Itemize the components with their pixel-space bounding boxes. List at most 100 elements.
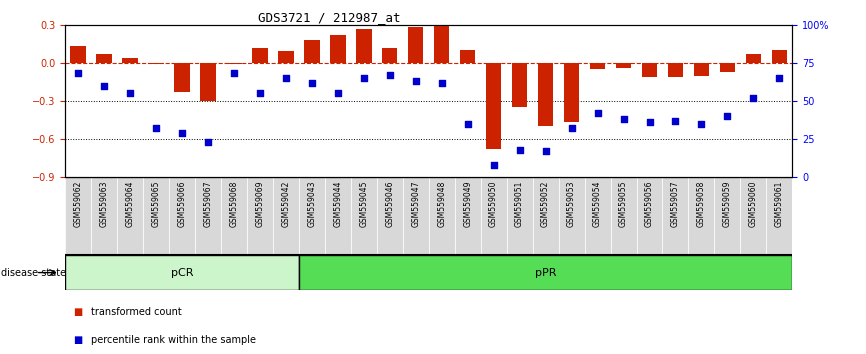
- Bar: [247, 177, 273, 255]
- Text: GSM559042: GSM559042: [281, 181, 290, 227]
- Text: percentile rank within the sample: percentile rank within the sample: [91, 335, 256, 345]
- Bar: [481, 177, 507, 255]
- Point: [253, 90, 267, 96]
- Bar: [408, 27, 423, 63]
- Point: [565, 125, 578, 131]
- Text: GSM559057: GSM559057: [671, 181, 680, 227]
- Point: [746, 95, 760, 101]
- Text: GSM559052: GSM559052: [541, 181, 550, 227]
- Bar: [304, 40, 320, 63]
- Bar: [512, 63, 527, 107]
- Text: ■: ■: [74, 307, 83, 316]
- Point: [305, 80, 319, 85]
- Bar: [117, 177, 143, 255]
- Bar: [169, 177, 195, 255]
- Point: [617, 116, 630, 122]
- Bar: [226, 63, 242, 64]
- Text: GSM559049: GSM559049: [463, 181, 472, 227]
- Point: [71, 71, 85, 76]
- Bar: [221, 177, 247, 255]
- Point: [772, 75, 786, 81]
- Bar: [377, 177, 403, 255]
- Bar: [590, 63, 605, 69]
- Bar: [70, 46, 86, 63]
- Point: [487, 162, 501, 168]
- Bar: [538, 63, 553, 126]
- Bar: [91, 177, 117, 255]
- Bar: [325, 177, 351, 255]
- Bar: [330, 35, 346, 63]
- Point: [383, 72, 397, 78]
- Text: GSM559054: GSM559054: [593, 181, 602, 227]
- Point: [123, 90, 137, 96]
- Point: [201, 139, 215, 145]
- Text: GSM559066: GSM559066: [178, 181, 186, 227]
- Bar: [195, 177, 221, 255]
- Point: [513, 147, 527, 153]
- Text: GSM559046: GSM559046: [385, 181, 394, 227]
- Bar: [616, 63, 631, 68]
- Bar: [174, 63, 190, 92]
- Point: [97, 83, 111, 88]
- Point: [357, 75, 371, 81]
- Bar: [273, 177, 299, 255]
- Bar: [533, 177, 559, 255]
- Point: [591, 110, 604, 116]
- Bar: [65, 177, 91, 255]
- Text: GSM559058: GSM559058: [697, 181, 706, 227]
- Bar: [351, 177, 377, 255]
- Text: GSM559061: GSM559061: [775, 181, 784, 227]
- Bar: [278, 51, 294, 63]
- Text: GSM559063: GSM559063: [100, 181, 108, 227]
- Point: [643, 119, 656, 125]
- Text: GSM559060: GSM559060: [749, 181, 758, 227]
- Text: GSM559053: GSM559053: [567, 181, 576, 227]
- Text: GSM559044: GSM559044: [333, 181, 342, 227]
- Point: [175, 130, 189, 136]
- Bar: [585, 177, 611, 255]
- Text: GSM559056: GSM559056: [645, 181, 654, 227]
- Bar: [356, 29, 372, 63]
- Text: GSM559062: GSM559062: [74, 181, 82, 227]
- Text: pPR: pPR: [535, 268, 556, 278]
- Text: GSM559059: GSM559059: [723, 181, 732, 227]
- Text: GSM559055: GSM559055: [619, 181, 628, 227]
- Text: GSM559067: GSM559067: [204, 181, 212, 227]
- Point: [227, 71, 241, 76]
- Bar: [694, 63, 709, 75]
- Text: GSM559045: GSM559045: [359, 181, 368, 227]
- Point: [279, 75, 293, 81]
- Text: ■: ■: [74, 335, 83, 345]
- Point: [461, 121, 475, 126]
- Bar: [200, 63, 216, 101]
- Bar: [486, 63, 501, 149]
- Point: [149, 125, 163, 131]
- Bar: [564, 63, 579, 122]
- Bar: [772, 50, 787, 63]
- Bar: [740, 177, 766, 255]
- Bar: [642, 63, 657, 77]
- Point: [669, 118, 682, 124]
- Text: GSM559047: GSM559047: [411, 181, 420, 227]
- Text: disease state: disease state: [1, 268, 66, 278]
- Bar: [662, 177, 688, 255]
- Bar: [429, 177, 455, 255]
- Point: [435, 80, 449, 85]
- Point: [695, 121, 708, 126]
- Bar: [746, 54, 761, 63]
- Bar: [637, 177, 662, 255]
- Bar: [96, 54, 112, 63]
- Bar: [460, 50, 475, 63]
- Text: GDS3721 / 212987_at: GDS3721 / 212987_at: [258, 11, 400, 24]
- Bar: [714, 177, 740, 255]
- Bar: [299, 255, 792, 290]
- Text: pCR: pCR: [171, 268, 193, 278]
- Bar: [559, 177, 585, 255]
- Bar: [143, 177, 169, 255]
- Text: GSM559069: GSM559069: [255, 181, 264, 227]
- Text: GSM559051: GSM559051: [515, 181, 524, 227]
- Text: GSM559065: GSM559065: [152, 181, 160, 227]
- Bar: [299, 177, 325, 255]
- Text: GSM559068: GSM559068: [229, 181, 238, 227]
- Bar: [507, 177, 533, 255]
